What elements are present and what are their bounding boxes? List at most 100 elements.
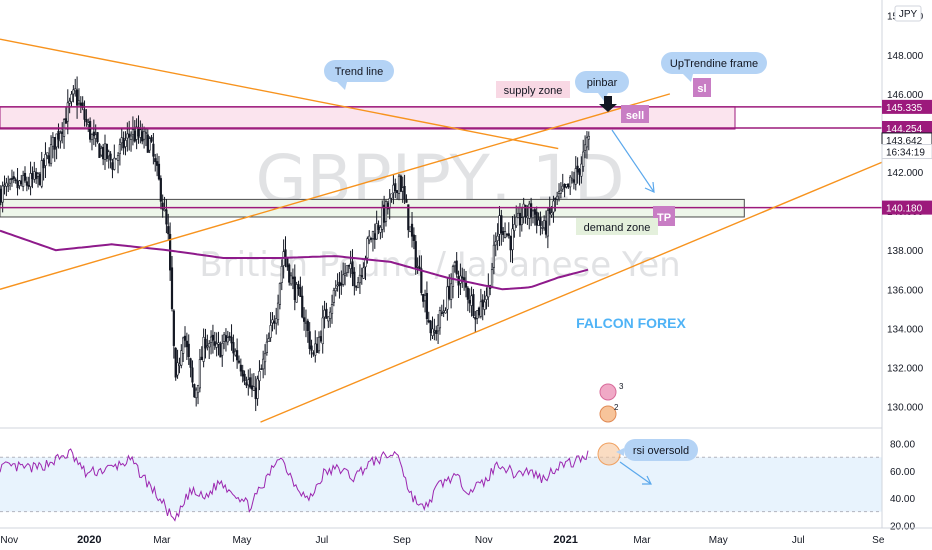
- candle-body: [440, 312, 443, 314]
- candle-body: [48, 155, 51, 164]
- candle-body: [286, 257, 289, 268]
- candle-body: [323, 309, 326, 318]
- event-marker-icon[interactable]: [599, 405, 617, 423]
- brand-label: FALCON FOREX: [576, 315, 686, 331]
- candle-body: [450, 283, 453, 300]
- candle-body: [172, 310, 175, 346]
- candle-body: [31, 173, 34, 180]
- candle-body: [304, 321, 308, 324]
- candle-body: [170, 267, 174, 310]
- candle-body: [541, 227, 544, 229]
- candle-body: [407, 204, 410, 231]
- candle-body: [410, 223, 414, 237]
- candle-body: [0, 188, 2, 203]
- rsi-oversold-callout[interactable]: rsi oversold: [616, 439, 698, 461]
- candle-body: [431, 328, 434, 336]
- time-axis[interactable]: Nov 2020 Mar May Jul Sep Nov 2021 Mar May Jul Se: [0, 534, 884, 546]
- candle-body: [524, 204, 527, 218]
- candle-body: [321, 317, 324, 345]
- candle-body: [169, 234, 172, 271]
- candle-body: [230, 336, 233, 344]
- candle-body: [507, 233, 510, 237]
- price-axis-background: [882, 0, 932, 550]
- time-tick-label: Sep: [393, 535, 411, 546]
- currency-box[interactable]: [894, 5, 922, 22]
- candle-body: [342, 274, 345, 285]
- event-marker-icon[interactable]: [599, 383, 617, 401]
- candle-body: [70, 93, 73, 102]
- candle-body: [496, 235, 499, 241]
- candle-body: [425, 293, 429, 320]
- candle-body: [94, 134, 97, 139]
- candle-body: [299, 287, 302, 298]
- candle-body: [213, 341, 216, 346]
- candle-body: [215, 343, 218, 348]
- price-tick-label: 130.000: [887, 403, 924, 414]
- candle-body: [118, 144, 121, 155]
- candle-body: [295, 284, 298, 303]
- pinbar-callout[interactable]: pinbar: [575, 71, 629, 101]
- rsi-highlight-icon: [597, 442, 621, 466]
- candle-body: [481, 299, 484, 308]
- candle-body: [100, 147, 103, 156]
- candle-body: [59, 132, 62, 142]
- candle-body: [358, 274, 362, 284]
- candle-body: [51, 136, 55, 147]
- candle-body: [265, 341, 268, 353]
- candle-body: [241, 370, 244, 377]
- trend-line-callout[interactable]: Trend line: [324, 60, 394, 90]
- candle-body: [120, 137, 123, 144]
- candle-body: [416, 265, 419, 268]
- candle-body: [22, 175, 25, 187]
- candle-body: [368, 235, 371, 241]
- time-tick-label: Mar: [633, 535, 651, 546]
- candle-body: [150, 137, 153, 142]
- candle-body: [379, 226, 382, 233]
- candle-body: [1, 185, 4, 203]
- candle-body: [12, 176, 15, 179]
- candle-body: [174, 347, 177, 378]
- annotations-layer: Trend line supply zone pinbar UpTrendine…: [324, 52, 767, 485]
- candle-body: [423, 295, 427, 302]
- candle-body: [446, 286, 449, 310]
- candle-body: [414, 241, 417, 268]
- candle-body: [412, 234, 415, 241]
- candle-body: [83, 109, 86, 120]
- candle-body: [554, 197, 557, 201]
- candle-body: [109, 153, 112, 161]
- rsi-tick-label: 40.00: [890, 494, 915, 505]
- candle-body: [349, 263, 352, 269]
- time-tick-label: Jul: [316, 535, 329, 546]
- candle-body: [336, 284, 339, 287]
- candle-body: [319, 336, 322, 342]
- candle-body: [329, 311, 332, 319]
- candle-body: [293, 276, 296, 301]
- candle-body: [453, 262, 456, 267]
- candle-body: [92, 131, 95, 137]
- candle-body: [57, 130, 60, 140]
- candle-body: [563, 183, 566, 188]
- tp-tag: TP: [657, 212, 671, 224]
- uptrend-frame-callout[interactable]: UpTrendine frame: [661, 52, 767, 82]
- rsi-band: [0, 457, 882, 512]
- candle-body: [102, 146, 105, 160]
- candle-body: [276, 302, 280, 320]
- candle-body: [10, 178, 14, 180]
- candle-body: [271, 319, 274, 324]
- candle-body: [53, 137, 56, 150]
- candle-body: [310, 345, 313, 351]
- time-tick-label: Nov: [0, 535, 18, 546]
- candle-body: [582, 151, 585, 167]
- projection-arrow-line: [611, 129, 655, 193]
- candle-body: [55, 133, 58, 148]
- candle-body: [522, 203, 525, 218]
- candle-body: [116, 155, 120, 161]
- candle-body: [157, 163, 161, 180]
- uptrend-frame-label: UpTrendine frame: [670, 58, 758, 70]
- candle-body: [38, 173, 41, 185]
- rsi-axis[interactable]: 80.00 60.00 40.00 20.00: [890, 440, 915, 533]
- candle-body: [399, 175, 402, 192]
- sell-tag-bg: [621, 105, 649, 123]
- candle-body: [420, 268, 423, 293]
